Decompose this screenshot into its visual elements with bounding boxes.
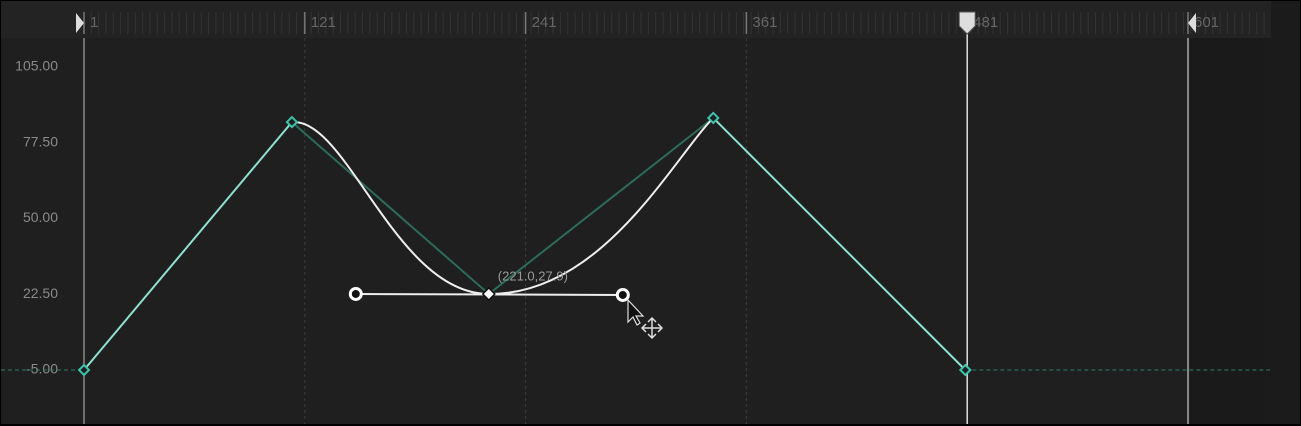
grid: 105.00 77.50 50.00 22.50 -5.00 — [15, 11, 1196, 424]
in-point-marker — [76, 13, 84, 33]
keyframes — [77, 111, 972, 377]
handle-point[interactable] — [615, 287, 630, 302]
keyframe[interactable] — [706, 111, 720, 125]
handle-point[interactable] — [348, 286, 363, 301]
ruler-label: 481 — [973, 14, 998, 31]
ruler-label: 361 — [752, 14, 777, 31]
ruler-label: 241 — [532, 14, 557, 31]
keyframe[interactable] — [481, 286, 496, 302]
scroll-gutter — [1271, 1, 1300, 424]
value-label: 22.50 — [23, 285, 58, 301]
playhead-marker — [958, 11, 976, 35]
value-label: -5.00 — [26, 361, 58, 377]
value-label: 105.00 — [15, 58, 58, 74]
cursor — [627, 298, 664, 340]
cursor-arrow — [627, 298, 645, 326]
ruler-label: 601 — [1194, 14, 1219, 31]
linear-segment — [83, 121, 293, 371]
out-point-marker — [1188, 13, 1196, 33]
keyframe[interactable] — [285, 115, 299, 129]
ruler-label: 121 — [311, 14, 336, 31]
out-region — [1190, 38, 1271, 424]
linear-segment — [712, 117, 967, 371]
value-label: 77.50 — [23, 133, 58, 149]
keyframe-tooltip: (221.0,27.9) — [498, 268, 568, 283]
keyframe[interactable] — [958, 363, 972, 377]
ruler-label: 1 — [90, 14, 98, 31]
value-label: 50.00 — [23, 209, 58, 225]
keyframe[interactable] — [77, 363, 91, 377]
move-icon — [640, 316, 664, 340]
